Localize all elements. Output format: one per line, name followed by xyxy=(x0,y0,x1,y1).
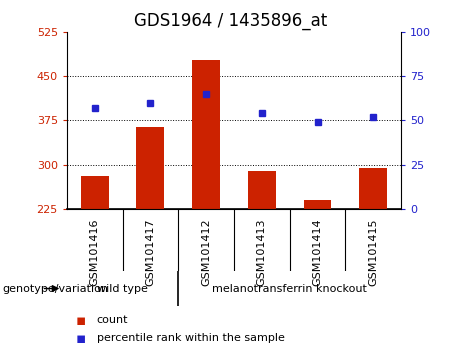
Text: melanotransferrin knockout: melanotransferrin knockout xyxy=(212,284,367,293)
Text: ▪: ▪ xyxy=(76,331,87,346)
Bar xyxy=(248,171,276,209)
Text: GSM101415: GSM101415 xyxy=(368,218,378,286)
Bar xyxy=(192,59,220,209)
Text: GDS1964 / 1435896_at: GDS1964 / 1435896_at xyxy=(134,12,327,30)
Text: percentile rank within the sample: percentile rank within the sample xyxy=(97,333,285,343)
Bar xyxy=(304,200,331,209)
Text: wild type: wild type xyxy=(97,284,148,293)
Text: GSM101413: GSM101413 xyxy=(257,218,267,286)
Bar xyxy=(359,168,387,209)
Bar xyxy=(81,176,109,209)
Text: genotype/variation: genotype/variation xyxy=(2,284,108,293)
Bar xyxy=(136,127,164,209)
Text: ▪: ▪ xyxy=(76,313,87,328)
Text: GSM101414: GSM101414 xyxy=(313,218,323,286)
Text: count: count xyxy=(97,315,128,325)
Text: GSM101412: GSM101412 xyxy=(201,218,211,286)
Text: GSM101417: GSM101417 xyxy=(145,218,155,286)
Text: GSM101416: GSM101416 xyxy=(90,218,100,286)
